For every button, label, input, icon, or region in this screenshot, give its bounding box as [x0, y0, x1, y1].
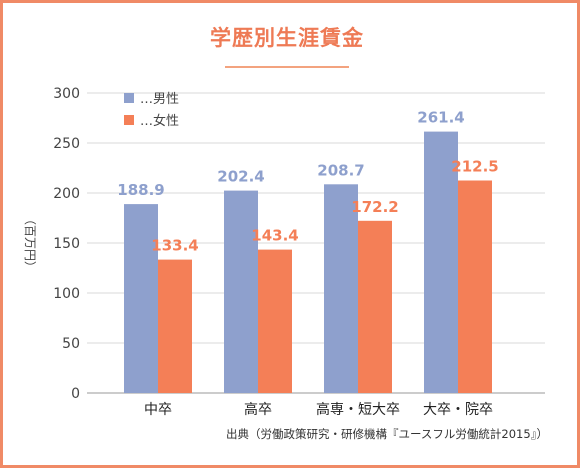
x-tick-label: 中卒: [144, 402, 172, 418]
legend-swatch-female: [124, 115, 134, 125]
bar-male: [324, 184, 358, 393]
data-label-male: 208.7: [317, 161, 364, 179]
y-tick-label: 250: [53, 136, 80, 152]
title-underline: [225, 66, 349, 68]
data-label-female: 133.4: [151, 237, 198, 255]
data-label-female: 172.2: [351, 198, 398, 216]
y-tick-label: 0: [71, 386, 80, 402]
y-axis-label: （百万円）: [23, 213, 37, 273]
y-tick-label: 150: [53, 236, 80, 252]
x-tick-label: 高専・短大卒: [316, 401, 400, 418]
legend-label-female: …女性: [140, 113, 179, 129]
y-tick-label: 100: [53, 286, 80, 302]
x-tick-label: 高卒: [244, 401, 272, 418]
bar-male: [124, 204, 158, 393]
y-tick-label: 50: [62, 336, 80, 352]
bar-male: [224, 190, 258, 393]
y-tick-label: 200: [53, 186, 80, 202]
legend-swatch-male: [124, 93, 134, 103]
bar-male: [424, 131, 458, 393]
bar-female: [358, 220, 392, 393]
data-label-male: 202.4: [217, 168, 264, 186]
data-label-female: 143.4: [251, 227, 298, 245]
chart-title: 学歴別生涯賃金: [210, 25, 364, 50]
legend-label-male: …男性: [140, 92, 179, 107]
source-note: 出典（労働政策研究・研修機構『ユースフル労働統計2015』）: [226, 427, 548, 441]
x-tick-label: 大卒・院卒: [423, 402, 493, 418]
data-label-male: 188.9: [117, 181, 164, 199]
y-tick-label: 300: [53, 86, 80, 102]
data-label-male: 261.4: [417, 109, 464, 127]
data-label-female: 212.5: [451, 158, 498, 176]
bar-female: [258, 249, 292, 393]
bar-female: [458, 180, 492, 393]
bar-female: [158, 259, 192, 393]
